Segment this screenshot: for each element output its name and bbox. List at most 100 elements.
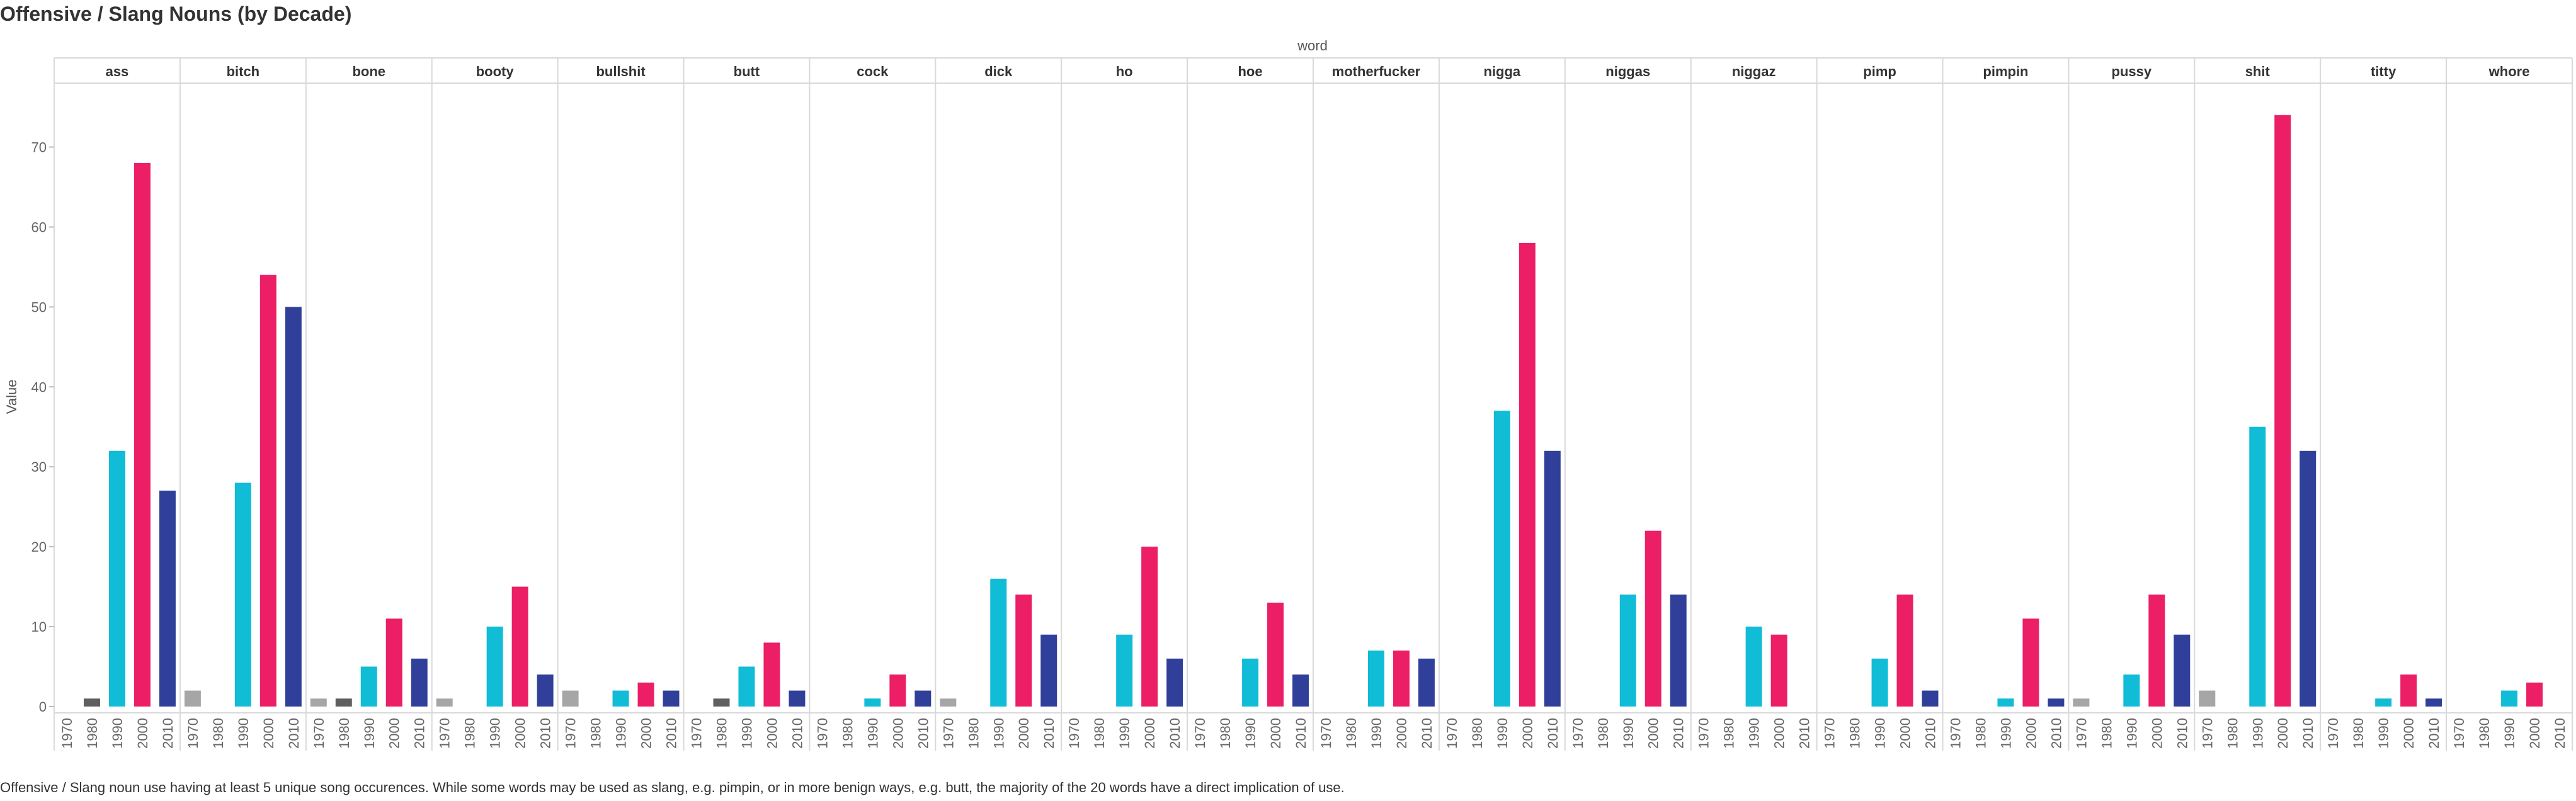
x-tick-label: 1980 xyxy=(1091,718,1107,749)
bar-hoe-1990 xyxy=(1242,658,1259,707)
x-tick-label: 2010 xyxy=(1167,718,1183,749)
x-tick-label: 1990 xyxy=(2124,718,2140,749)
facet-booty: booty 1970 1980 1990 2000 2010 xyxy=(431,58,554,751)
bar-motherfucker-1990 xyxy=(1367,650,1384,707)
bar-dick-1990 xyxy=(990,578,1007,707)
bar-booty-1970 xyxy=(436,698,453,707)
bar-pussy-2010 xyxy=(2174,634,2191,707)
bar-bullshit-2010 xyxy=(663,690,680,707)
facet-label: cock xyxy=(857,64,889,79)
x-tick-label: 1990 xyxy=(487,718,503,749)
x-tick-label: 1980 xyxy=(2476,718,2492,749)
x-tick-label: 1970 xyxy=(1192,718,1208,749)
x-tick-label: 2000 xyxy=(1520,718,1536,749)
bar-bullshit-2000 xyxy=(637,682,654,707)
x-tick-label: 1990 xyxy=(991,718,1006,749)
bar-cock-2010 xyxy=(915,690,932,707)
facet-ass: ass 1970 1980 1990 2000 2010 xyxy=(54,58,176,751)
bar-bone-1990 xyxy=(360,666,377,707)
bar-bone-1980 xyxy=(335,698,352,707)
bar-shit-1990 xyxy=(2249,426,2266,707)
x-tick-label: 1980 xyxy=(2225,718,2240,749)
x-tick-label: 1990 xyxy=(865,718,881,749)
bar-titty-1990 xyxy=(2375,698,2392,707)
x-tick-label: 1980 xyxy=(966,718,981,749)
x-tick-label: 1970 xyxy=(563,718,579,749)
x-tick-label: 2010 xyxy=(538,718,554,749)
x-tick-label: 2000 xyxy=(2023,718,2039,749)
bar-motherfucker-2010 xyxy=(1418,658,1435,707)
y-tick-label: 10 xyxy=(31,619,47,635)
x-tick-label: 2000 xyxy=(2275,718,2291,749)
x-tick-label: 2010 xyxy=(1671,718,1687,749)
x-tick-label: 2000 xyxy=(2527,718,2543,749)
bar-ho-1990 xyxy=(1116,634,1133,707)
bar-nigga-1990 xyxy=(1493,411,1510,707)
x-tick-label: 1980 xyxy=(84,718,100,749)
x-tick-label: 1970 xyxy=(2451,718,2467,749)
x-tick-label: 2010 xyxy=(1293,718,1309,749)
bar-pussy-1970 xyxy=(2073,698,2090,707)
bar-hoe-2010 xyxy=(1292,674,1309,707)
bar-shit-2010 xyxy=(2300,450,2317,707)
x-tick-label: 1970 xyxy=(1570,718,1586,749)
x-tick-label: 1980 xyxy=(1217,718,1233,749)
bar-booty-2000 xyxy=(511,586,528,707)
y-tick-label: 60 xyxy=(31,219,47,235)
x-tick-label: 1980 xyxy=(840,718,855,749)
facet-shit: shit 1970 1980 1990 2000 2010 xyxy=(2194,58,2317,751)
facet-label: motherfucker xyxy=(1332,64,1421,79)
x-tick-label: 1980 xyxy=(336,718,352,749)
bar-nigga-2010 xyxy=(1544,450,1561,707)
bar-butt-2000 xyxy=(763,642,780,707)
bar-butt-2010 xyxy=(789,690,806,707)
facet-label: bitch xyxy=(227,64,260,79)
bar-niggaz-2000 xyxy=(1770,634,1787,707)
y-axis: 0 10 20 30 40 50 60 70 xyxy=(31,140,54,715)
x-tick-label: 2010 xyxy=(1419,718,1435,749)
bar-bone-1970 xyxy=(310,698,327,707)
x-tick-label: 1970 xyxy=(1318,718,1334,749)
x-tick-label: 1970 xyxy=(940,718,956,749)
bar-bitch-1990 xyxy=(234,482,251,707)
x-tick-label: 1990 xyxy=(2250,718,2265,749)
facet-label: whore xyxy=(2488,64,2530,79)
bar-titty-2010 xyxy=(2425,698,2442,707)
bar-hoe-2000 xyxy=(1267,603,1284,707)
bar-niggas-2000 xyxy=(1644,530,1661,707)
x-tick-label: 2010 xyxy=(1545,718,1561,749)
x-tick-label: 1970 xyxy=(59,718,75,749)
x-tick-label: 2000 xyxy=(1772,718,1787,749)
facet-butt: butt 1970 1980 1990 2000 2010 xyxy=(683,58,806,751)
x-tick-label: 1980 xyxy=(1343,718,1359,749)
facet-label: hoe xyxy=(1238,64,1262,79)
facet-header-title: word xyxy=(1297,38,1328,54)
x-tick-label: 1970 xyxy=(814,718,830,749)
x-tick-label: 1990 xyxy=(236,718,251,749)
x-tick-label: 1970 xyxy=(185,718,201,749)
x-tick-label: 1990 xyxy=(739,718,755,749)
x-tick-label: 1990 xyxy=(110,718,125,749)
facet-label: pimp xyxy=(1863,64,1896,79)
bar-bone-2000 xyxy=(385,618,402,707)
facet-label: butt xyxy=(734,64,760,79)
x-tick-label: 2010 xyxy=(2552,718,2568,749)
facet-label: dick xyxy=(984,64,1013,79)
x-tick-label: 1990 xyxy=(1117,718,1132,749)
x-tick-label: 2010 xyxy=(789,718,805,749)
facet-pimp: pimp 1970 1980 1990 2000 2010 xyxy=(1816,58,1939,751)
x-tick-label: 1990 xyxy=(613,718,629,749)
facet-label: ho xyxy=(1116,64,1133,79)
bar-ass-1980 xyxy=(83,698,100,707)
bar-ass-2000 xyxy=(134,162,151,707)
x-tick-label: 1990 xyxy=(1495,718,1510,749)
x-tick-label: 2010 xyxy=(2300,718,2316,749)
facet-label: bone xyxy=(352,64,385,79)
x-tick-label: 1990 xyxy=(1243,718,1258,749)
facet-bitch: bitch 1970 1980 1990 2000 2010 xyxy=(179,58,302,751)
facet-label: niggaz xyxy=(1732,64,1776,79)
x-tick-label: 1990 xyxy=(1369,718,1384,749)
x-tick-label: 2010 xyxy=(286,718,302,749)
bar-whore-1990 xyxy=(2501,690,2518,707)
bar-shit-1970 xyxy=(2199,690,2216,707)
